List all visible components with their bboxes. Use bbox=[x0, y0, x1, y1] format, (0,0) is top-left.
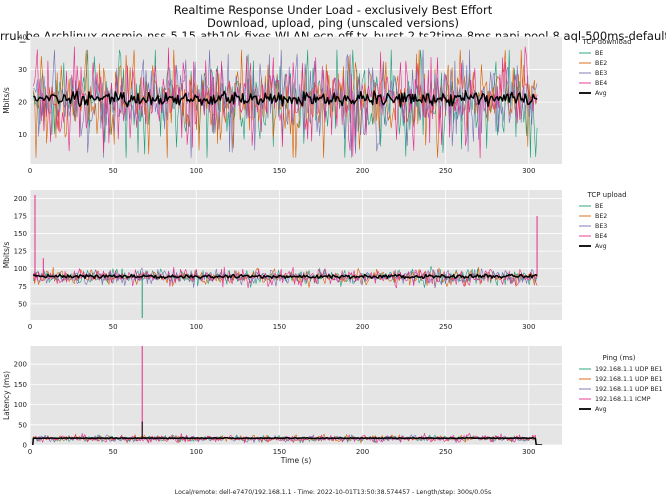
y-axis-label: Latency (ms) bbox=[2, 371, 11, 420]
y-tick-label: 100 bbox=[14, 265, 27, 273]
series-line-avg bbox=[33, 90, 538, 108]
legend-title: Ping (ms) bbox=[602, 354, 635, 362]
legend-ping: Ping (ms) 192.168.1.1 UDP BE1 192.168.1.1 … bbox=[579, 354, 663, 413]
series-line-be3 bbox=[33, 267, 538, 288]
legend-label: Avg bbox=[595, 406, 607, 413]
y-tick-label: 125 bbox=[14, 248, 27, 256]
legend-label: 192.168.1.1 UDP BE1 bbox=[595, 366, 663, 373]
plot-area-upload bbox=[30, 190, 562, 320]
y-tick-label: 40 bbox=[18, 34, 27, 42]
panel-upload: 0 50 100 150 200 250 300 50 75 100 125 150 175 200 Mbi… bbox=[2, 190, 627, 331]
legend-download: TCP download BE BE2 BE3 BE4 Avg bbox=[579, 38, 632, 97]
legend-label: BE bbox=[595, 50, 603, 57]
y-axis-label: Mbits/s bbox=[2, 87, 11, 114]
y-tick-label: 50 bbox=[18, 421, 27, 429]
series-group-upload bbox=[33, 194, 538, 318]
x-tick-label: 150 bbox=[273, 448, 286, 456]
series-group-download bbox=[33, 46, 538, 159]
chart-subtitle: Download, upload, ping (unscaled version… bbox=[207, 16, 459, 30]
footer-metadata: Local/remote: dell-e7470/192.168.1.1 - T… bbox=[174, 489, 492, 496]
y-tick-label: 75 bbox=[18, 283, 27, 291]
legend-label: BE3 bbox=[595, 223, 607, 230]
x-tick-label: 300 bbox=[522, 448, 535, 456]
x-tick-label: 250 bbox=[439, 167, 452, 175]
legend-label: BE3 bbox=[595, 70, 607, 77]
x-axis-label: Time (s) bbox=[280, 456, 312, 465]
chart-title: Realtime Response Under Load - exclusive… bbox=[173, 3, 493, 17]
x-tick-label: 0 bbox=[28, 167, 32, 175]
y-tick-label: 200 bbox=[14, 361, 27, 369]
y-tick-label: 150 bbox=[14, 230, 27, 238]
legend-label: BE4 bbox=[595, 80, 607, 87]
x-tick-label: 0 bbox=[28, 448, 32, 456]
panel-download: 0 50 100 150 200 250 300 10 20 30 40 Mbits/s TCP dow… bbox=[2, 34, 632, 176]
x-tick-label: 0 bbox=[28, 323, 32, 331]
legend-label: Avg bbox=[595, 243, 607, 250]
x-tick-label: 250 bbox=[439, 448, 452, 456]
y-tick-label: 10 bbox=[18, 131, 27, 139]
legend-label: 192.168.1.1 UDP BE1 bbox=[595, 386, 663, 393]
legend-label: BE2 bbox=[595, 60, 607, 67]
x-tick-label: 200 bbox=[356, 167, 369, 175]
y-tick-label: 30 bbox=[18, 66, 27, 74]
x-tick-label: 100 bbox=[190, 323, 203, 331]
y-tick-label: 100 bbox=[14, 401, 27, 409]
x-tick-label: 50 bbox=[109, 167, 118, 175]
x-tick-label: 200 bbox=[356, 448, 369, 456]
legend-label: Avg bbox=[595, 90, 607, 97]
y-tick-label: 0 bbox=[23, 442, 27, 450]
x-tick-label: 150 bbox=[273, 323, 286, 331]
y-tick-label: 50 bbox=[18, 300, 27, 308]
legend-label: BE4 bbox=[595, 233, 607, 240]
plot-area-ping bbox=[30, 346, 562, 445]
series-group-ping bbox=[32, 346, 543, 445]
legend-label: BE2 bbox=[595, 213, 607, 220]
x-tick-label: 100 bbox=[190, 167, 203, 175]
series-line-avg bbox=[32, 436, 543, 445]
y-tick-label: 150 bbox=[14, 381, 27, 389]
y-tick-label: 175 bbox=[14, 213, 27, 221]
legend-label: 192.168.1.1 UDP BE1 bbox=[595, 376, 663, 383]
legend-upload: TCP upload BE BE2 BE3 BE4 Avg bbox=[579, 191, 627, 250]
x-tick-label: 200 bbox=[356, 323, 369, 331]
x-tick-label: 300 bbox=[522, 167, 535, 175]
x-tick-label: 300 bbox=[522, 323, 535, 331]
x-tick-label: 50 bbox=[109, 448, 118, 456]
x-tick-label: 100 bbox=[190, 448, 203, 456]
x-tick-label: 150 bbox=[273, 167, 286, 175]
x-tick-label: 50 bbox=[109, 323, 118, 331]
y-axis-label: Mbits/s bbox=[2, 242, 11, 269]
y-tick-label: 20 bbox=[18, 99, 27, 107]
y-tick-label: 200 bbox=[14, 195, 27, 203]
legend-label: BE bbox=[595, 203, 603, 210]
legend-title: TCP upload bbox=[586, 191, 626, 199]
series-line-avg bbox=[33, 273, 538, 280]
legend-title: TCP download bbox=[581, 38, 631, 46]
legend-label: 192.168.1.1 ICMP bbox=[595, 396, 651, 403]
x-tick-label: 250 bbox=[439, 323, 452, 331]
